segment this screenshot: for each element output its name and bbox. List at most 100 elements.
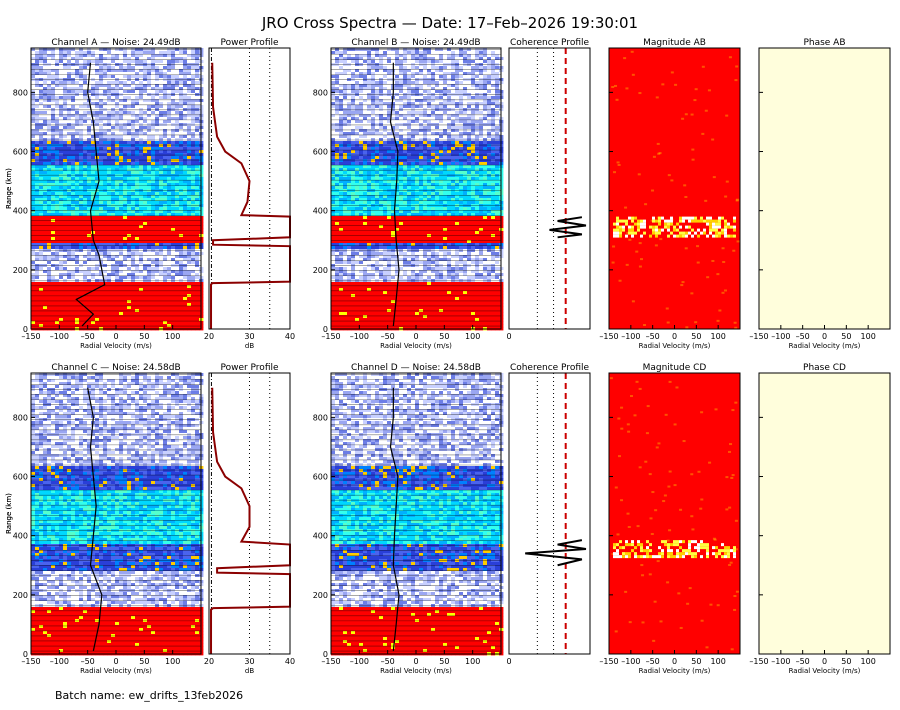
channel-a-spectrum-cell [159, 141, 163, 144]
channel-a-spectrum-cell [67, 276, 71, 279]
channel-a-spectrum-cell [143, 111, 147, 114]
channel-a-spectrum-cell [91, 105, 95, 108]
channel-a-spectrum-cell [91, 300, 95, 303]
channel-b-spectrum-cell [443, 96, 447, 99]
channel-a-spectrum-cell [171, 111, 175, 114]
channel-a-spectrum-cell [131, 306, 135, 309]
channel-a-spectrum-cell [127, 201, 131, 204]
channel-a-spectrum-cell [83, 105, 87, 108]
channel-a-spectrum-cell [71, 213, 75, 216]
channel-a-spectrum-cell [179, 246, 183, 249]
channel-a-spectrum-cell [183, 126, 187, 129]
channel-a-spectrum-cell [87, 168, 91, 171]
channel-a-spectrum-cell [155, 192, 159, 195]
channel-a-spectrum-cell [79, 243, 83, 246]
channel-a-spectrum-cell [195, 246, 199, 249]
channel-a-spectrum-cell [131, 282, 135, 285]
channel-a-spectrum-cell [151, 228, 155, 231]
channel-a-spectrum-cell [71, 222, 75, 225]
channel-a-spectrum-cell [127, 90, 131, 93]
channel-b-spectrum-cell [439, 90, 443, 93]
channel-a-spectrum-cell [115, 129, 119, 132]
channel-a-spectrum-cell [187, 60, 191, 63]
channel-a-spectrum-cell [175, 183, 179, 186]
channel-a-spectrum-cell [35, 216, 39, 219]
channel-a-spectrum-cell [147, 183, 151, 186]
channel-a-spectrum-cell [163, 312, 167, 315]
channel-a-spectrum-cell [47, 237, 51, 240]
channel-a-spectrum-cell [79, 105, 83, 108]
channel-a-spectrum-cell [67, 204, 71, 207]
channel-a-spectrum-cell [191, 192, 195, 195]
channel-b-spectrum-cell [431, 81, 435, 84]
channel-a-spectrum-cell [123, 267, 127, 270]
channel-a-spectrum-cell [107, 297, 111, 300]
channel-a-spectrum-cell [59, 183, 63, 186]
channel-a-spectrum-cell [171, 129, 175, 132]
channel-a-spectrum-cell [39, 150, 43, 153]
channel-b-spectrum-cell [335, 96, 339, 99]
channel-b-spectrum-cell [355, 96, 359, 99]
channel-a-spectrum-cell [47, 198, 51, 201]
channel-a-spectrum-cell [187, 153, 191, 156]
channel-a-spectrum-cell [87, 204, 91, 207]
channel-a-spectrum-cell [39, 168, 43, 171]
channel-b-spectrum-cell [411, 105, 415, 108]
channel-a-spectrum-cell [43, 306, 47, 309]
channel-a-spectrum-cell [75, 312, 79, 315]
channel-a-spectrum-cell [135, 105, 139, 108]
channel-a-spectrum-cell [191, 201, 195, 204]
channel-a-spectrum-cell [143, 207, 147, 210]
channel-a-spectrum-cell [195, 177, 199, 180]
channel-a-spectrum-cell [83, 171, 87, 174]
channel-a-spectrum-cell [195, 312, 199, 315]
channel-a-spectrum-cell [103, 315, 107, 318]
channel-a-spectrum-cell [79, 201, 83, 204]
channel-a-spectrum-cell [115, 75, 119, 78]
channel-b-spectrum-cell [411, 57, 415, 60]
channel-a-spectrum-cell [187, 222, 191, 225]
channel-a-spectrum-cell [135, 201, 139, 204]
channel-a-spectrum-cell [71, 216, 75, 219]
channel-a-spectrum-cell [163, 51, 167, 54]
channel-a-spectrum-cell [99, 96, 103, 99]
channel-a-spectrum-cell [135, 246, 139, 249]
channel-a-spectrum-cell [143, 216, 147, 219]
channel-a-spectrum-cell [99, 144, 103, 147]
channel-a-spectrum-cell [95, 228, 99, 231]
channel-b-spectrum-cell [379, 96, 383, 99]
channel-b-spectrum-cell [355, 51, 359, 54]
channel-a-spectrum-cell [67, 153, 71, 156]
channel-a-spectrum-cell [119, 285, 123, 288]
channel-a-spectrum-cell [135, 252, 139, 255]
channel-a-spectrum-cell [39, 321, 43, 324]
channel-a-spectrum-cell [47, 81, 51, 84]
channel-b-spectrum-cell [451, 90, 455, 93]
channel-a-spectrum-cell [115, 201, 119, 204]
channel-a-spectrum-cell [131, 111, 135, 114]
channel-a-spectrum-cell [143, 300, 147, 303]
channel-b-spectrum-cell [411, 81, 415, 84]
channel-b-spectrum-cell [375, 66, 379, 69]
channel-a-spectrum-cell [95, 213, 99, 216]
channel-a-spectrum-cell [71, 231, 75, 234]
channel-a-spectrum-cell [123, 222, 127, 225]
channel-a-spectrum-cell [147, 186, 151, 189]
channel-a-spectrum-cell [163, 90, 167, 93]
channel-a-spectrum-cell [91, 267, 95, 270]
channel-a-spectrum-cell [47, 174, 51, 177]
channel-a-spectrum-cell [71, 198, 75, 201]
channel-a-spectrum-cell [127, 276, 131, 279]
channel-a-spectrum-cell [167, 213, 171, 216]
channel-a-spectrum-cell [127, 144, 131, 147]
channel-a-spectrum-cell [119, 213, 123, 216]
channel-a-spectrum-cell [195, 75, 199, 78]
channel-a-spectrum-cell [95, 57, 99, 60]
channel-b-spectrum-cell [419, 96, 423, 99]
channel-a-spectrum-cell [195, 57, 199, 60]
channel-a-spectrum-cell [95, 51, 99, 54]
channel-a-spectrum-cell [195, 192, 199, 195]
channel-a-spectrum-cell [143, 321, 147, 324]
channel-a-spectrum-cell [119, 282, 123, 285]
channel-b-spectrum-cell [447, 57, 451, 60]
